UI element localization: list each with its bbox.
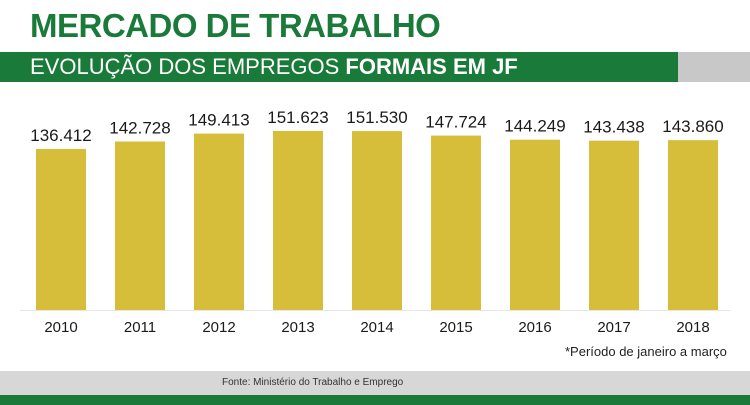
- x-tick-2017: 2017: [597, 319, 630, 336]
- value-label-2014: 151.530: [346, 108, 407, 127]
- bar-2018: [668, 140, 718, 310]
- x-tick-2014: 2014: [360, 319, 393, 336]
- x-tick-2010: 2010: [44, 319, 77, 336]
- x-tick-2012: 2012: [202, 319, 235, 336]
- value-label-2016: 144.249: [504, 117, 565, 136]
- banner-gray-strip: [678, 52, 750, 82]
- bottom-green-strip: [0, 395, 750, 405]
- subtitle-banner: EVOLUÇÃO DOS EMPREGOS FORMAIS EM JF: [0, 52, 750, 82]
- value-label-2018: 143.860: [662, 117, 723, 136]
- bar-2015: [431, 135, 481, 310]
- x-tick-2018: 2018: [676, 319, 709, 336]
- chart-title: MERCADO DE TRABALHO: [30, 7, 441, 44]
- banner-green-strip: [0, 52, 678, 82]
- subtitle-light-part: EVOLUÇÃO DOS EMPREGOS: [30, 54, 346, 79]
- footer-bar: [0, 371, 750, 395]
- x-tick-2015: 2015: [439, 319, 472, 336]
- bar-2017: [589, 140, 639, 310]
- x-tick-2016: 2016: [518, 319, 551, 336]
- subtitle-bold-part: FORMAIS EM JF: [345, 54, 518, 79]
- bar-2011: [115, 141, 165, 310]
- chart-subtitle: EVOLUÇÃO DOS EMPREGOS FORMAIS EM JF: [30, 52, 518, 82]
- bar-2016: [510, 139, 560, 310]
- bar-2010: [36, 148, 86, 310]
- bar-2012: [194, 133, 244, 310]
- value-label-2013: 151.623: [267, 108, 328, 127]
- x-tick-2013: 2013: [281, 319, 314, 336]
- value-label-2010: 136.412: [30, 126, 91, 145]
- value-label-2011: 142.728: [109, 119, 170, 138]
- bar-chart: 136.412 2010 142.728 2011 149.413 2012 151.623…: [20, 108, 730, 336]
- value-label-2015: 147.724: [425, 113, 486, 132]
- value-label-2017: 143.438: [583, 118, 644, 137]
- value-label-2012: 149.413: [188, 111, 249, 130]
- source-credit: Fonte: Ministério do Trabalho e Emprego: [222, 377, 404, 388]
- bar-2014: [352, 131, 402, 310]
- period-note: *Período de janeiro a março: [565, 344, 727, 359]
- x-tick-2011: 2011: [124, 319, 156, 336]
- bar-2013: [273, 131, 323, 310]
